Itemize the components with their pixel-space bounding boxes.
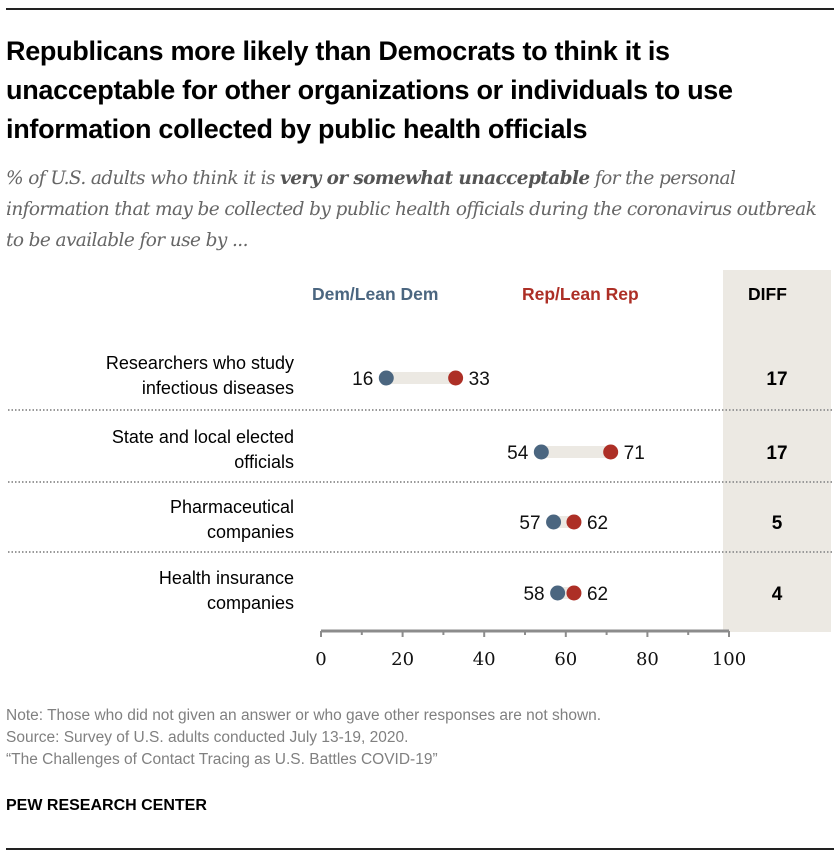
x-tick-label: 40 [473,649,496,670]
x-tick-label: 0 [315,649,326,670]
bottom-rule [6,848,834,850]
subtitle-emphasis: very or somewhat unacceptable [280,168,590,189]
subtitle-text: % of U.S. adults who think it is [6,168,281,189]
diff-value: 4 [772,584,783,605]
diff-value: 5 [772,513,783,534]
footer-note: Note: Those who did not given an answer … [6,707,602,724]
category-label-line: State and local elected [111,427,294,447]
legend-dem: Dem/Lean Dem [312,284,439,304]
diff-header: DIFF [748,284,787,304]
data-label-dem: 58 [523,584,544,605]
dot-dem [533,444,549,460]
dot-dem [546,514,562,530]
category-label-line: companies [206,593,294,613]
category-label-line: Health insurance [158,568,294,588]
data-label-dem: 57 [519,513,540,534]
data-label-rep: 33 [469,369,490,390]
data-label-rep: 71 [624,443,645,464]
dot-rep [448,370,464,386]
dot-rep [566,585,582,601]
diff-column-background [723,270,831,632]
category-label: State and local elected officials [0,425,294,475]
chart-subtitle: % of U.S. adults who think it is very or… [6,163,836,256]
category-label: Pharmaceutical companies [0,495,294,545]
category-label-line: Pharmaceutical [169,497,294,517]
category-label-line: companies [206,522,294,542]
diff-value: 17 [766,443,787,464]
dot-rep [603,444,619,460]
chart-title: Republicans more likely than Democrats t… [6,36,733,144]
top-rule [6,8,834,10]
category-label-line: Researchers who study [105,353,294,373]
data-label-rep: 62 [587,584,608,605]
x-tick-label: 60 [554,649,577,670]
dot-rep [566,514,582,530]
diff-value: 17 [766,369,787,390]
data-label-dem: 54 [507,443,529,464]
dot-dem [550,585,566,601]
x-tick-label: 100 [712,649,746,670]
dot-dem [378,370,394,386]
subtitle-text-end: for the personal information that may be… [6,168,817,251]
category-label-line: officials [234,452,294,472]
category-label: Researchers who study infectious diseases [0,351,294,401]
data-label-rep: 62 [587,513,608,534]
x-tick-label: 20 [391,649,414,670]
footer-report: “The Challenges of Contact Tracing as U.… [6,751,438,768]
category-label: Health insurance companies [0,566,294,616]
data-label-dem: 16 [352,369,373,390]
legend-rep: Rep/Lean Rep [522,284,639,304]
footer-source: Source: Survey of U.S. adults conducted … [6,729,409,746]
category-label-line: infectious diseases [141,378,294,398]
brand-logo-text: PEW RESEARCH CENTER [6,797,207,814]
x-tick-label: 80 [636,649,659,670]
footer-notes: Note: Those who did not given an answer … [6,705,601,771]
